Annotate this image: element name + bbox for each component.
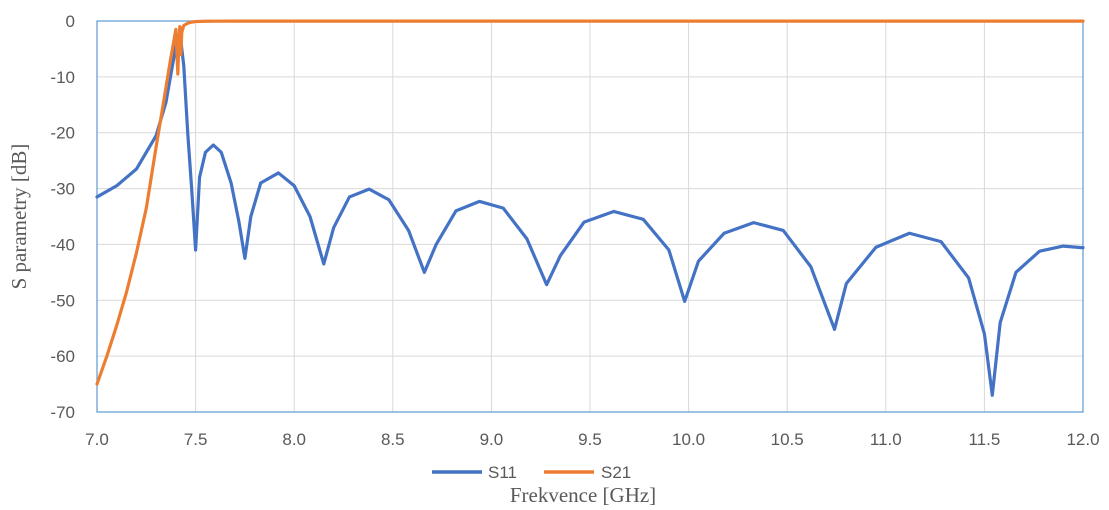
legend: S11 S21 (432, 463, 631, 482)
y-tick-label: 0 (66, 12, 75, 31)
legend-label-s11: S11 (488, 463, 517, 482)
x-tick-label: 10.0 (672, 430, 705, 449)
x-tick-label: 8.5 (381, 430, 405, 449)
x-tick-label: 7.0 (85, 430, 109, 449)
gridlines (96, 20, 1084, 413)
y-tick-label: -60 (50, 347, 75, 366)
x-tick-label: 8.0 (282, 430, 306, 449)
x-tick-label: 7.5 (184, 430, 208, 449)
y-tick-label: -70 (50, 403, 75, 422)
series-lines (95, 19, 1085, 397)
legend-label-s21: S21 (601, 463, 631, 482)
x-tick-label: 9.5 (578, 430, 602, 449)
y-tick-label: -50 (50, 291, 75, 310)
y-tick-label: -10 (50, 68, 75, 87)
y-tick-label: -40 (50, 235, 75, 254)
x-axis-title: Frekvence [GHz] (510, 483, 656, 507)
y-axis-title: S parametry [dB] (7, 144, 31, 290)
y-tick-label: -30 (50, 180, 75, 199)
y-tick-label: -20 (50, 124, 75, 143)
x-tick-label: 9.0 (480, 430, 504, 449)
x-tick-label: 12.0 (1066, 430, 1099, 449)
series-line-s11 (95, 30, 1085, 397)
x-axis-tick-labels: 7.0 7.5 8.0 8.5 9.0 9.5 10.0 10.5 11.0 11.5 12.0 (85, 430, 1099, 449)
series-line-s21 (95, 19, 1085, 386)
y-axis-tick-labels: 0 -10 -20 -30 -40 -50 -60 -70 (50, 12, 75, 422)
x-tick-label: 11.0 (870, 430, 902, 449)
x-tick-label: 10.5 (771, 430, 804, 449)
x-tick-label: 11.5 (968, 430, 1000, 449)
